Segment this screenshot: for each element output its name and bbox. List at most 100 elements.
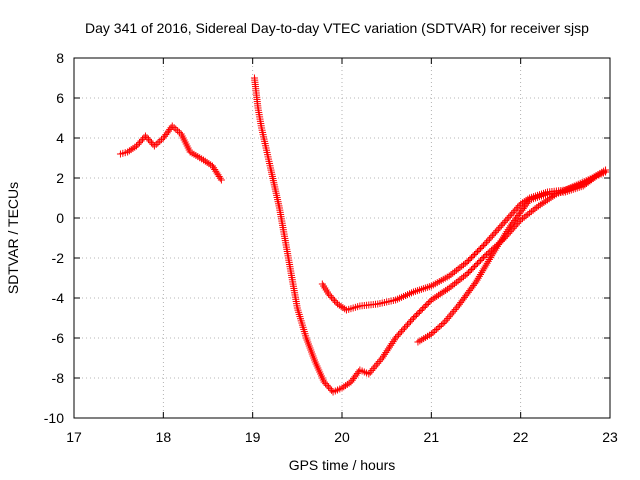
data-point bbox=[429, 329, 437, 336]
data-point bbox=[459, 273, 467, 281]
data-point bbox=[468, 254, 476, 261]
x-tick-label: 17 bbox=[66, 429, 82, 445]
data-point bbox=[368, 366, 376, 374]
data-point bbox=[447, 311, 455, 319]
data-point bbox=[136, 139, 144, 147]
x-tick-label: 22 bbox=[513, 429, 529, 445]
x-tick-label: 19 bbox=[245, 429, 261, 445]
x-tick-label: 21 bbox=[424, 429, 440, 445]
y-tick-label: 6 bbox=[56, 90, 64, 106]
data-point bbox=[494, 225, 502, 233]
data-point bbox=[405, 319, 413, 327]
data-point bbox=[451, 268, 459, 276]
data-point bbox=[434, 324, 442, 332]
data-point bbox=[168, 122, 176, 130]
data-point bbox=[125, 147, 133, 155]
y-tick-label: -8 bbox=[52, 370, 65, 386]
data-point bbox=[540, 198, 548, 206]
data-point bbox=[326, 385, 334, 393]
data-point bbox=[406, 317, 414, 325]
data-point bbox=[468, 266, 476, 273]
data-point bbox=[332, 298, 340, 306]
data-point bbox=[444, 314, 452, 322]
x-axis-label: GPS time / hours bbox=[289, 457, 396, 473]
data-point bbox=[322, 380, 330, 388]
data-point bbox=[345, 379, 353, 387]
data-point bbox=[418, 305, 426, 313]
data-point bbox=[395, 331, 403, 339]
data-point bbox=[469, 264, 477, 272]
data-point bbox=[328, 293, 336, 301]
data-point bbox=[372, 361, 380, 369]
data-point bbox=[420, 304, 428, 311]
axis-ticks: 17 18 19 20 21 22 23 -10 -8 -6 -4 -2 0 2 4 6 8 bbox=[44, 50, 618, 445]
data-point bbox=[156, 137, 164, 145]
data-point bbox=[389, 338, 397, 346]
data-point bbox=[463, 270, 471, 278]
data-point bbox=[459, 261, 467, 269]
data-point bbox=[134, 140, 142, 148]
series-arc-2 bbox=[250, 74, 610, 396]
x-tick-label: 23 bbox=[602, 429, 618, 445]
data-point bbox=[374, 359, 382, 367]
data-point bbox=[172, 125, 180, 133]
data-point bbox=[439, 320, 447, 327]
data-point bbox=[412, 311, 420, 319]
data-point bbox=[517, 200, 525, 208]
data-point bbox=[451, 280, 459, 288]
series-arc-4 bbox=[414, 168, 610, 346]
y-tick-label: -10 bbox=[44, 410, 64, 426]
data-point bbox=[424, 299, 432, 307]
data-point bbox=[471, 280, 479, 288]
data-point bbox=[201, 157, 209, 165]
data-point bbox=[387, 341, 395, 349]
data-point bbox=[207, 161, 215, 169]
data-point bbox=[461, 271, 469, 279]
data-point bbox=[445, 313, 453, 321]
data-point bbox=[502, 217, 510, 225]
data-point bbox=[499, 220, 507, 228]
data-point bbox=[127, 146, 135, 154]
data-point bbox=[378, 354, 386, 362]
data-point bbox=[488, 232, 496, 240]
data-point bbox=[340, 383, 348, 391]
data-point bbox=[141, 132, 149, 140]
data-point bbox=[542, 197, 550, 205]
data-point bbox=[497, 222, 505, 230]
data-point bbox=[337, 302, 345, 310]
data-point bbox=[503, 215, 511, 223]
data-point bbox=[386, 343, 394, 351]
data-point bbox=[408, 316, 416, 324]
data-point bbox=[512, 205, 520, 213]
data-point bbox=[454, 277, 462, 285]
data-point bbox=[547, 194, 555, 202]
data-point bbox=[458, 274, 466, 282]
data-point bbox=[398, 327, 406, 335]
data-point bbox=[518, 215, 526, 223]
data-point bbox=[478, 255, 486, 263]
data-point bbox=[475, 258, 483, 266]
data-point bbox=[154, 139, 162, 147]
data-point bbox=[531, 205, 539, 213]
data-point bbox=[436, 323, 444, 330]
data-point bbox=[520, 213, 528, 221]
data-point bbox=[445, 272, 453, 280]
data-point bbox=[471, 251, 479, 258]
x-tick-label: 20 bbox=[334, 429, 350, 445]
data-point bbox=[437, 321, 445, 329]
data-point bbox=[491, 228, 499, 236]
data-point bbox=[476, 257, 484, 264]
data-point bbox=[442, 286, 450, 294]
data-point bbox=[591, 173, 599, 181]
data-point bbox=[472, 249, 480, 257]
data-point bbox=[447, 271, 455, 279]
data-point bbox=[170, 124, 178, 132]
data-point bbox=[511, 207, 519, 215]
data-point bbox=[216, 174, 224, 182]
data-point bbox=[399, 326, 407, 334]
data-point bbox=[445, 284, 453, 292]
data-point bbox=[131, 143, 139, 151]
data-point bbox=[396, 329, 404, 337]
data-point bbox=[331, 297, 339, 305]
data-point bbox=[496, 223, 504, 231]
